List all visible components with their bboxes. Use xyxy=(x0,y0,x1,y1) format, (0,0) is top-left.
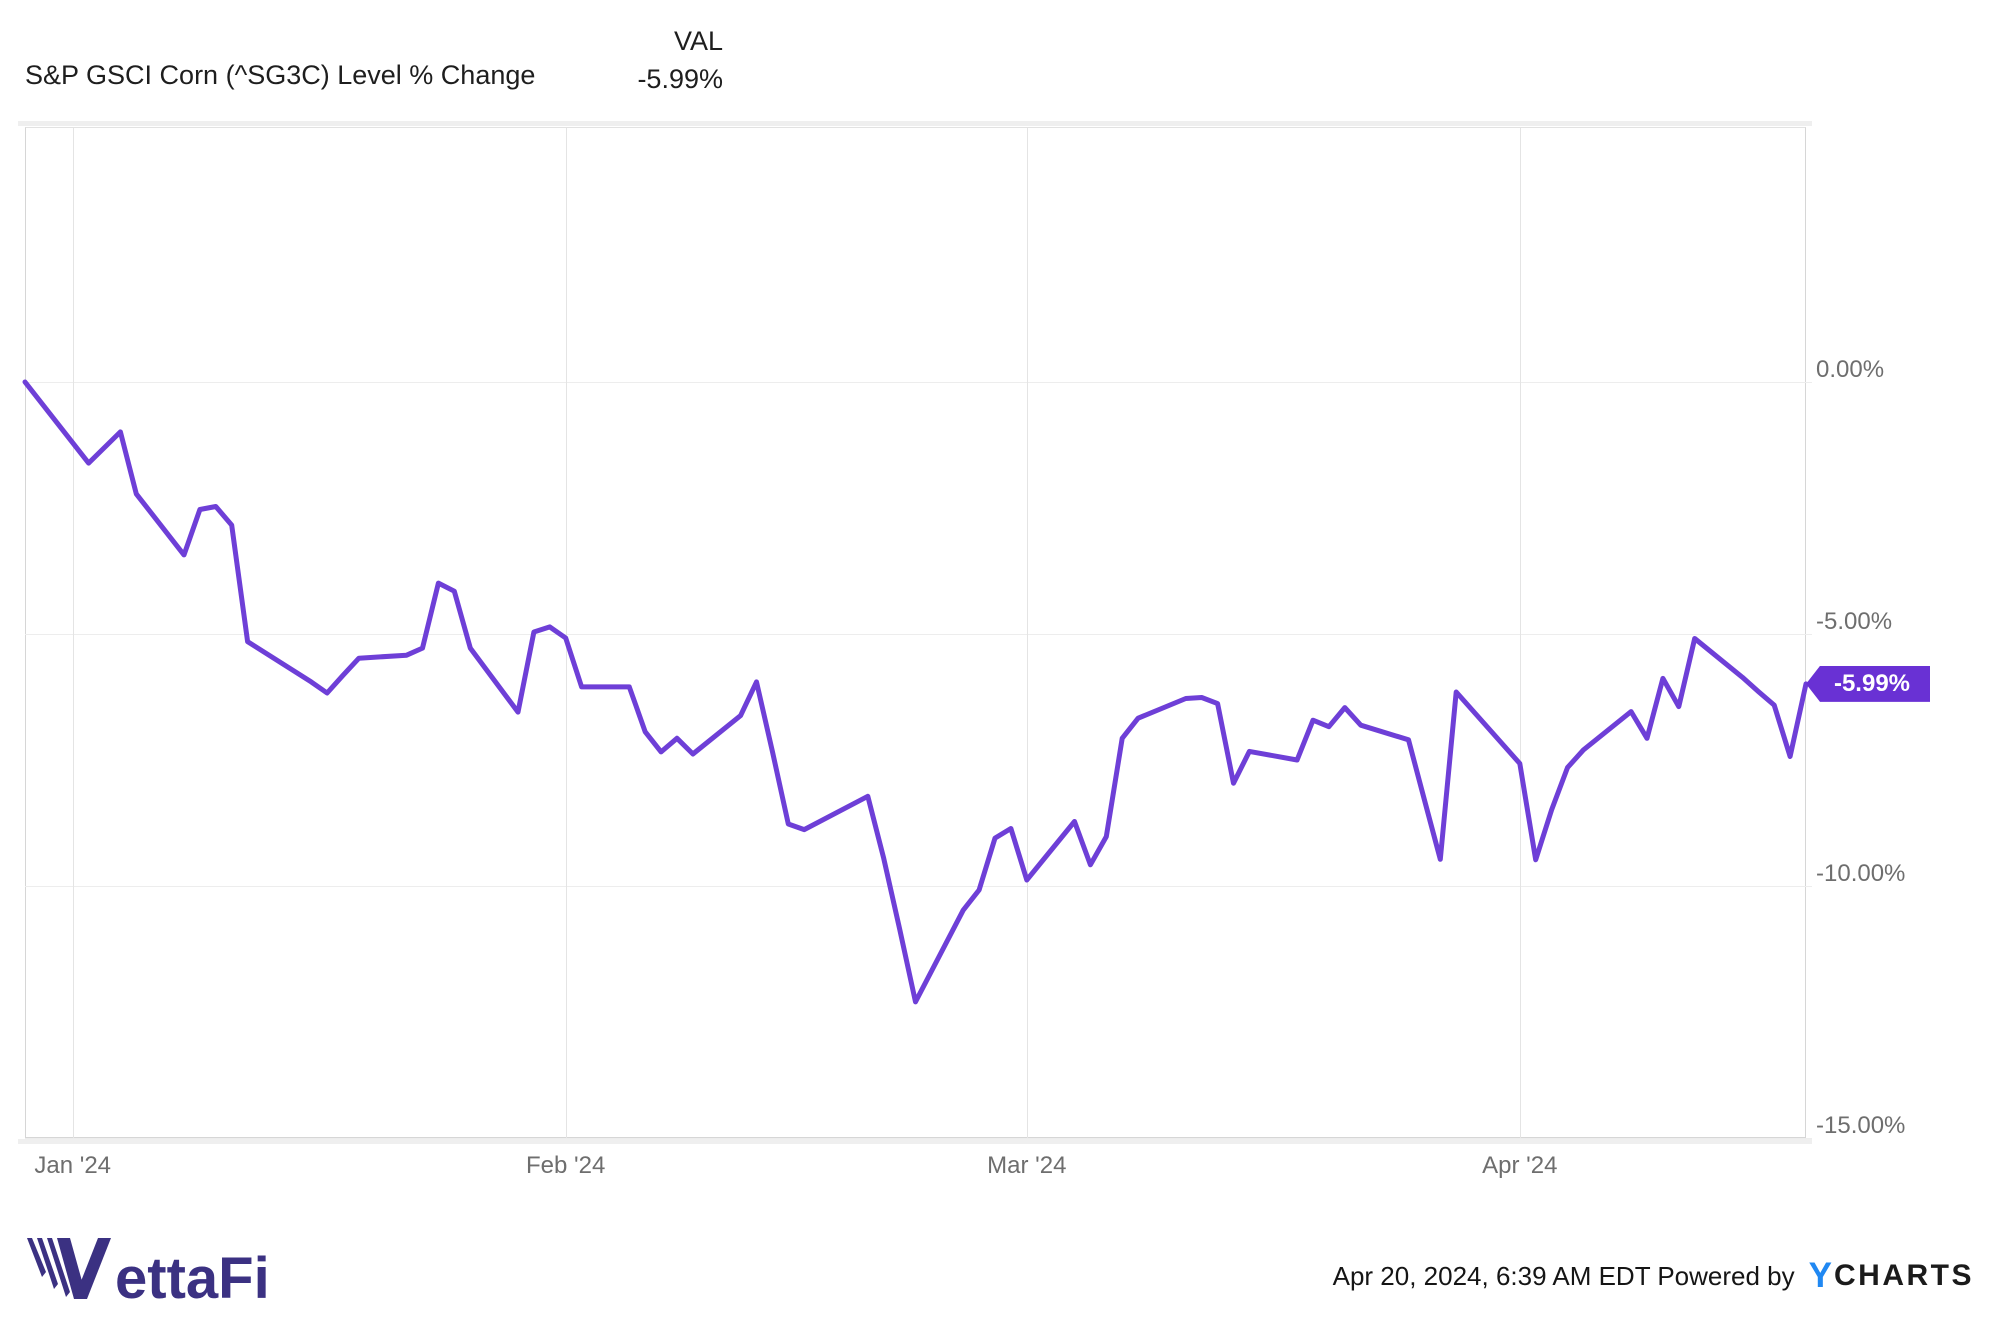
x-gridline xyxy=(1519,128,1521,1138)
y-axis-label: -5.00% xyxy=(1816,608,1893,635)
val-current-value: -5.99% xyxy=(637,64,723,94)
x-gridline xyxy=(565,128,567,1138)
val-column: VAL -5.99% xyxy=(560,26,723,95)
x-gridline xyxy=(72,128,74,1138)
plot-top-band xyxy=(18,121,1812,126)
y-gridline xyxy=(25,886,1812,887)
x-axis-label: Jan '24 xyxy=(34,1152,112,1179)
y-gridline xyxy=(25,634,1812,635)
ycharts-logo: Y CHARTS xyxy=(1809,1256,1974,1296)
y-gridline xyxy=(25,382,1812,383)
last-value-badge-text: -5.99% xyxy=(1833,669,1911,697)
price-line xyxy=(22,379,1809,1005)
vettafi-logo-text: ettaFi xyxy=(115,1246,270,1302)
attribution: Apr 20, 2024, 6:39 AM EDT Powered by Y C… xyxy=(1333,1256,1974,1296)
x-axis-label: Mar '24 xyxy=(987,1152,1067,1179)
plot-area xyxy=(25,127,1806,1138)
x-axis-label: Apr '24 xyxy=(1482,1152,1558,1179)
chart-title: S&P GSCI Corn (^SG3C) Level % Change xyxy=(25,60,536,90)
ycharts-y-icon: Y xyxy=(1808,1256,1832,1295)
val-column-header: VAL xyxy=(673,26,723,56)
y-axis-label: 0.00% xyxy=(1816,356,1885,383)
price-line-chart[interactable] xyxy=(22,127,1809,1138)
y-axis-label: -10.00% xyxy=(1816,860,1906,887)
plot-bottom-band xyxy=(18,1139,1812,1144)
last-value-badge: -5.99% xyxy=(1806,665,1930,702)
x-axis-label: Feb '24 xyxy=(526,1152,606,1179)
vettafi-logo: ettaFi xyxy=(27,1238,270,1302)
x-gridline xyxy=(1026,128,1028,1138)
vettafi-logo-stripes xyxy=(27,1238,111,1299)
y-axis-label: -15.00% xyxy=(1816,1112,1906,1139)
timestamp-text: Apr 20, 2024, 6:39 AM EDT Powered by xyxy=(1332,1260,1795,1291)
ycharts-logo-text: CHARTS xyxy=(1834,1259,1974,1292)
y-gridline xyxy=(25,1138,1812,1139)
